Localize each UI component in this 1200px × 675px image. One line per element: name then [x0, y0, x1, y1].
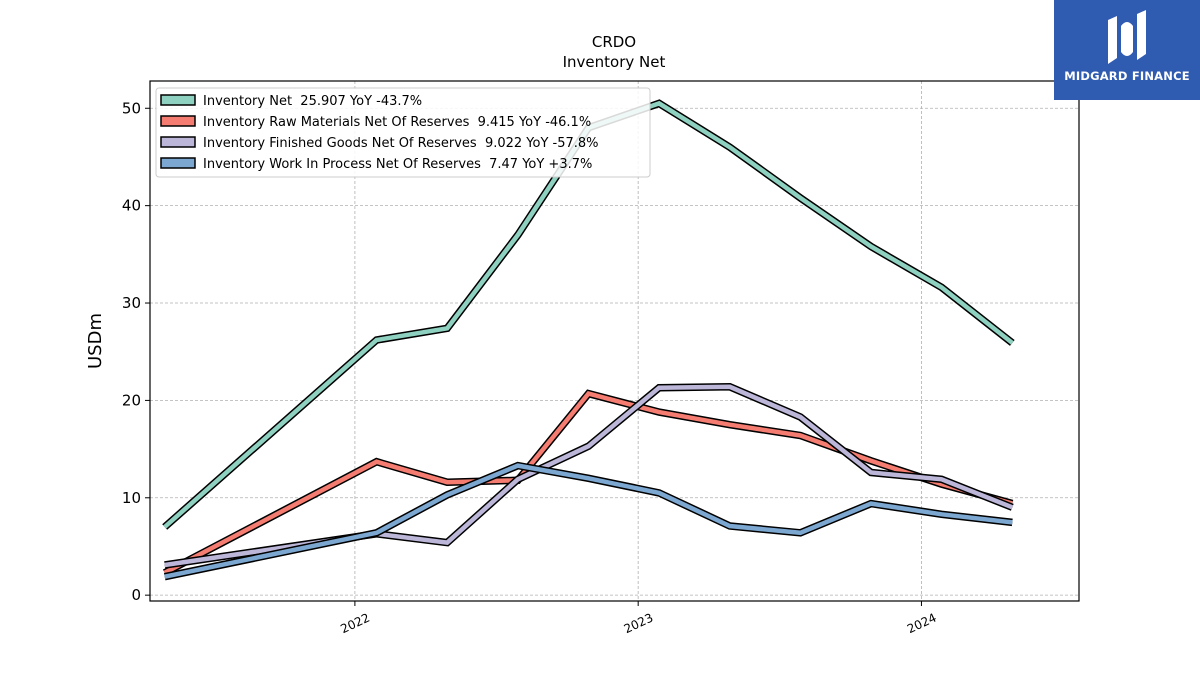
legend-swatch-3 [160, 157, 196, 169]
y-tick-label: 20 [122, 391, 141, 409]
series-line-2 [164, 384, 1014, 568]
series-line-1 [163, 391, 1013, 575]
legend-label-1: Inventory Raw Materials Net Of Reserves … [203, 115, 591, 130]
legend-swatch-2 [160, 136, 196, 148]
series-lines [162, 99, 1015, 581]
x-tick-label: 2023 [622, 611, 656, 637]
y-axis-ticks: 0 10 20 30 40 50 [122, 99, 150, 604]
series-line-3 [164, 463, 1013, 579]
chart-subtitle: Inventory Net [563, 53, 666, 71]
plot-frame [149, 80, 1080, 602]
legend-swatch-0 [160, 94, 196, 106]
x-tick-label: 2022 [338, 611, 372, 637]
legend-box [155, 87, 651, 178]
y-axis-label: USDm [85, 313, 106, 369]
x-tick-label: 2024 [905, 611, 939, 637]
y-tick-label: 10 [122, 489, 141, 507]
series-outline-3 [163, 461, 1013, 581]
legend-swatch-1 [160, 115, 196, 127]
legend-label-3: Inventory Work In Process Net Of Reserve… [203, 157, 592, 172]
y-tick-label: 0 [131, 586, 141, 604]
brand-name: MIDGARD FINANCE [1064, 69, 1190, 83]
y-tick-label: 50 [122, 99, 141, 117]
x-axis-ticks: 2022 2023 2024 [338, 601, 939, 637]
midgard-logo-icon [1108, 10, 1146, 64]
series-line-0 [163, 100, 1014, 529]
legend-label-0: Inventory Net 25.907 YoY -43.7% [203, 94, 422, 109]
y-tick-label: 40 [122, 197, 141, 215]
legend: Inventory Net 25.907 YoY -43.7% Inventory… [155, 87, 651, 178]
brand-logo: MIDGARD FINANCE [1054, 0, 1200, 100]
chart-title: CRDO [592, 33, 636, 51]
y-tick-label: 30 [122, 294, 141, 312]
legend-label-2: Inventory Finished Goods Net Of Reserves… [203, 136, 599, 151]
